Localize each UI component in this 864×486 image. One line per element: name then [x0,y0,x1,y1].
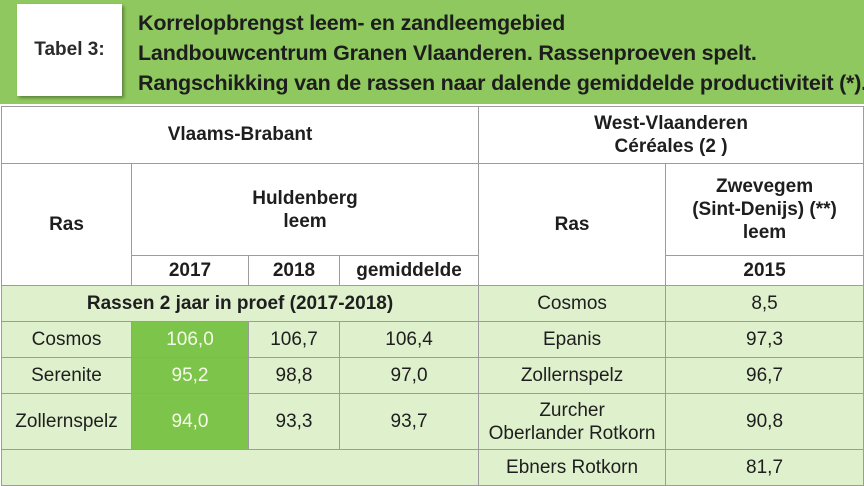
average-cell: 93,7 [338,393,480,450]
right-ras-cell: Zurcher Oberlander Rotkorn [478,393,667,450]
average-header: gemiddelde [338,255,480,286]
right-value-cell: 97,3 [665,321,864,358]
average-cell: 106,4 [338,321,480,358]
highlight-value-cell: 106,0 [131,321,249,358]
region-vlaams-brabant: Vlaams-Brabant [0,106,480,164]
ras-name-line-1: Zurcher [539,399,605,421]
title-line-2: Landbouwcentrum Granen Vlaanderen. Rasse… [138,41,757,65]
location-header-row: Ras Huldenberg leem Ras Zwevegem (Sint-D… [1,163,864,286]
region-name: West-Vlaanderen [594,113,748,134]
table-row: Ebners Rotkorn 81,7 [0,449,864,486]
table-row: Cosmos 106,0 106,7 106,4 Epanis 97,3 [1,321,864,358]
table-row: Rassen 2 jaar in proef (2017-2018) Cosmo… [0,285,864,322]
title-line-3: Rangschikking van de rassen naar dalende… [138,71,864,95]
location-huldenberg: Huldenberg leem [130,163,480,256]
table-title: Korrelopbrengst leem- en zandleemgebied … [138,8,864,98]
right-ras-cell: Ebners Rotkorn [478,449,667,486]
year-header-row: 2017 2018 gemiddelde 2015 [2,255,864,286]
year-2018-header: 2018 [248,255,340,286]
right-value-cell: 8,5 [665,285,864,322]
right-value-cell: 81,7 [665,449,864,486]
title-line-1: Korrelopbrengst leem- en zandleemgebied [138,11,566,35]
value-2018-cell: 106,7 [248,321,340,358]
region-header-row: Vlaams-Brabant West-Vlaanderen Céréales … [0,106,864,164]
empty-cell [0,449,480,486]
table-number-badge: Tabel 3: [17,4,122,96]
table-header-banner: Tabel 3: Korrelopbrengst leem- en zandle… [0,0,864,104]
ras-header-right: Ras [478,163,667,286]
location-name-line-2: (Sint-Denijs) (**) [692,199,837,220]
organisation-name: Céréales (2 ) [614,136,728,157]
highlight-value-cell: 94,0 [131,393,249,450]
highlight-value-cell: 95,2 [131,357,249,394]
section-label: Rassen 2 jaar in proef (2017-2018) [0,285,480,322]
value-2018-cell: 93,3 [248,393,340,450]
right-value-cell: 90,8 [665,393,864,450]
table-row: Zollernspelz 94,0 93,3 93,7 Zurcher Ober… [1,393,864,450]
ras-header-left: Ras [1,163,132,286]
year-2015-header: 2015 [665,255,864,286]
location-name: Huldenberg [252,187,358,209]
results-table: Vlaams-Brabant West-Vlaanderen Céréales … [0,106,864,486]
year-2017-header: 2017 [131,255,249,286]
region-west-vlaanderen: West-Vlaanderen Céréales (2 ) [478,106,864,164]
left-ras-cell: Zollernspelz [1,393,132,450]
left-ras-cell: Cosmos [1,321,132,358]
table-row: Serenite 95,2 98,8 97,0 Zollernspelz 96,… [1,357,864,394]
right-value-cell: 96,7 [665,357,864,394]
average-cell: 97,0 [338,357,480,394]
soil-type: leem [742,222,787,243]
location-zwevegem: Zwevegem (Sint-Denijs) (**) leem [665,163,864,256]
location-name-line-1: Zwevegem [715,176,814,197]
value-2018-cell: 98,8 [248,357,340,394]
left-ras-cell: Serenite [1,357,132,394]
right-ras-cell: Cosmos [478,285,667,322]
soil-type: leem [283,210,327,232]
right-ras-cell: Epanis [478,321,667,358]
ras-name-line-2: Oberlander Rotkorn [488,422,656,444]
right-ras-cell: Zollernspelz [478,357,667,394]
